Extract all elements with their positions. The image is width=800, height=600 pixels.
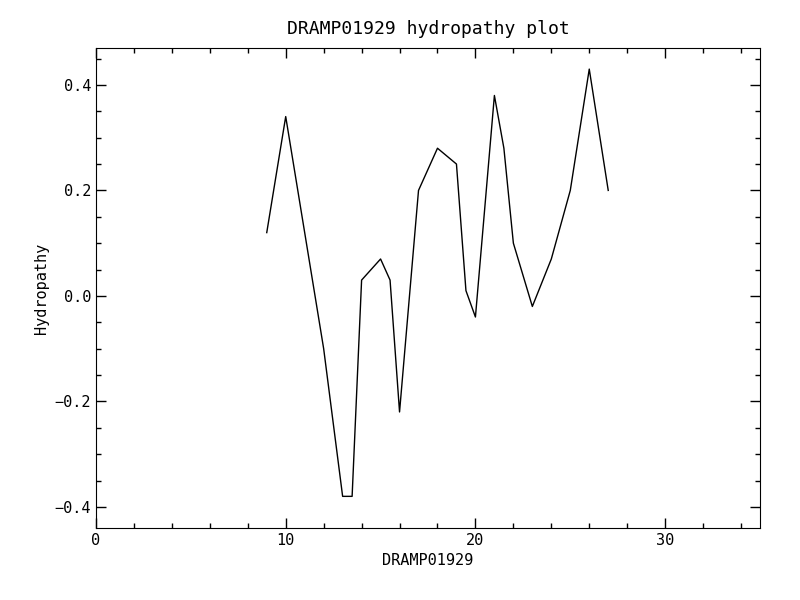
X-axis label: DRAMP01929: DRAMP01929 [382,553,474,568]
Title: DRAMP01929 hydropathy plot: DRAMP01929 hydropathy plot [286,20,570,38]
Y-axis label: Hydropathy: Hydropathy [34,242,49,334]
